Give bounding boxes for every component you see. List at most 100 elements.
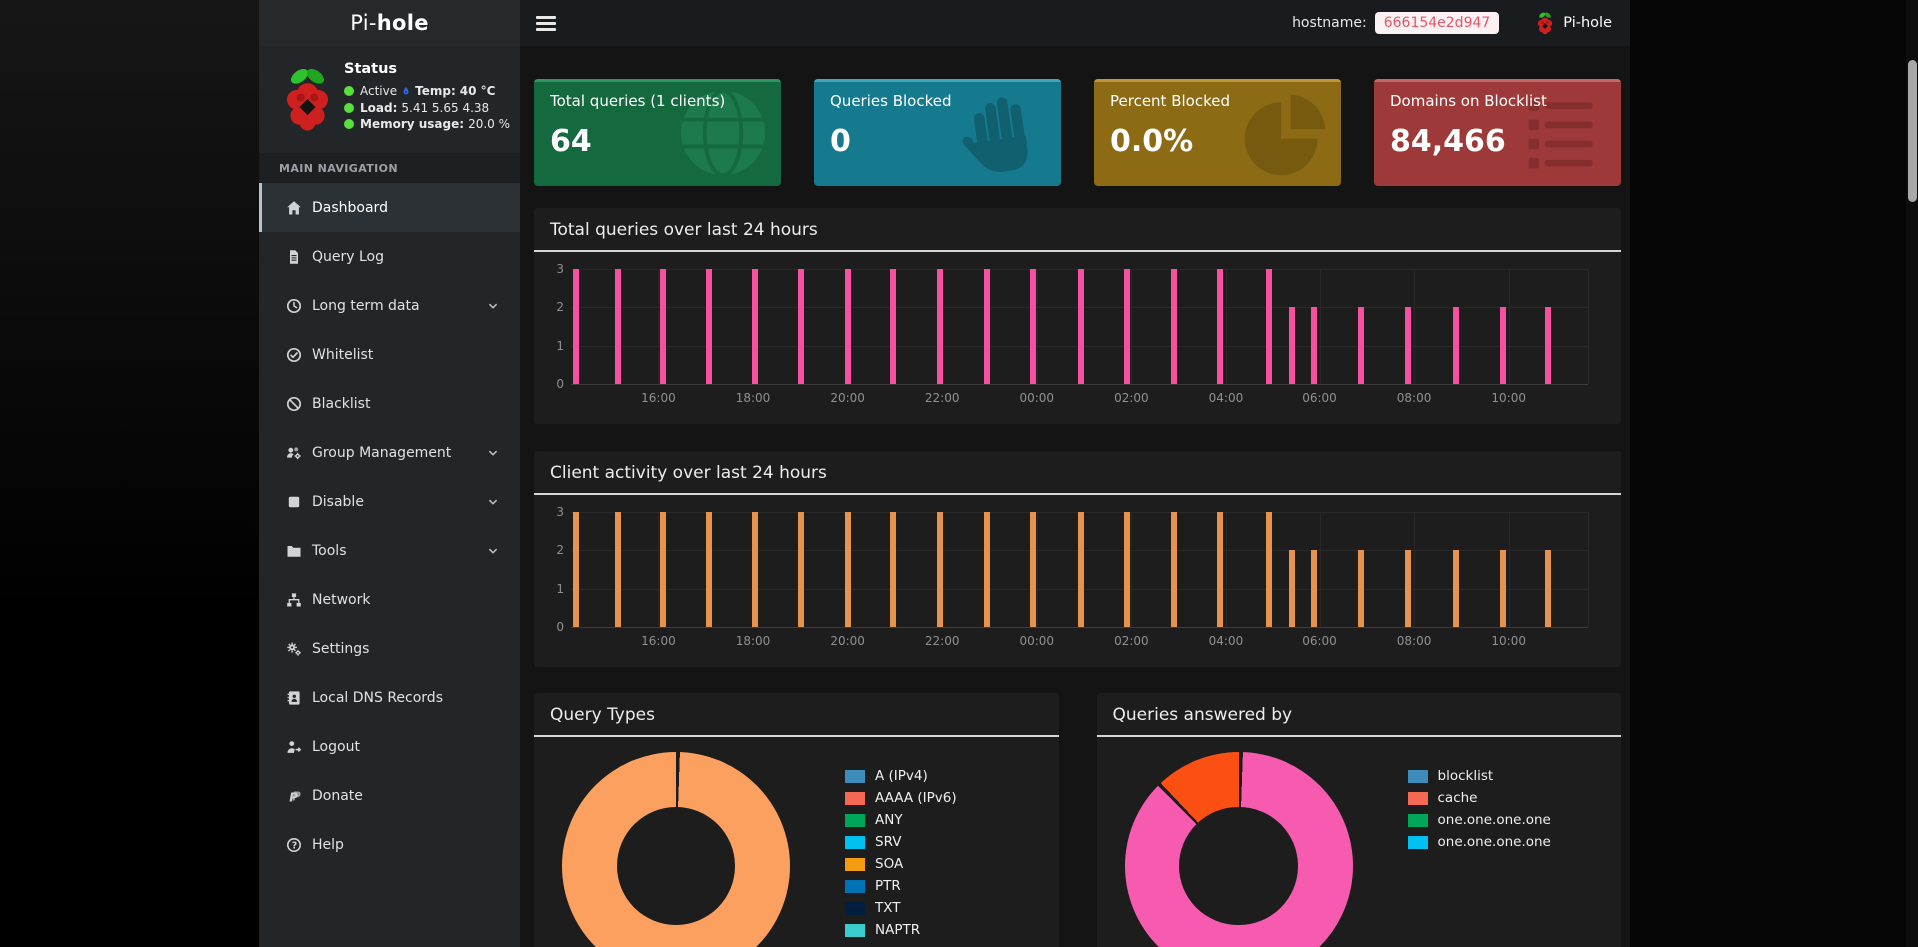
legend-item[interactable]: NAPTR (845, 919, 957, 941)
x-axis-tick-label: 00:00 (1019, 634, 1055, 648)
sidebar-item-blacklist[interactable]: Blacklist (259, 379, 520, 428)
status-active-line: Active Temp: 40 °C (344, 84, 510, 98)
sidebar-item-settings[interactable]: Settings (259, 624, 520, 673)
sidebar-item-network[interactable]: Network (259, 575, 520, 624)
x-axis-tick-label: 02:00 (1114, 391, 1149, 405)
legend-item[interactable]: SOA (845, 853, 957, 875)
sidebar-item-query-log[interactable]: Query Log (259, 232, 520, 281)
legend-item[interactable]: one.one.one.one (1407, 809, 1551, 831)
scrollbar-thumb[interactable] (1908, 60, 1917, 202)
bar (890, 269, 897, 384)
legend-swatch-icon (845, 813, 865, 827)
sidebar-item-label: Donate (312, 787, 363, 804)
query-types-donut[interactable] (562, 752, 790, 947)
bar (1545, 550, 1552, 627)
gridline (1131, 269, 1133, 384)
main-content: Total queries (1 clients) 64 Queries Blo… (520, 46, 1630, 947)
gridline (1508, 512, 1510, 627)
panel-title: Queries answered by (1096, 693, 1621, 737)
bar (659, 512, 666, 627)
gears-icon (286, 640, 302, 657)
domains-on-blocklist-card[interactable]: Domains on Blocklist 84,466 (1374, 79, 1621, 186)
file-icon (286, 249, 302, 265)
client-activity-chart-panel: Client activity over last 24 hours 0 1 2 3 1… (534, 451, 1621, 667)
legend-item[interactable]: one.one.one.one (1407, 831, 1551, 853)
panel-title: Client activity over last 24 hours (534, 451, 1621, 495)
sidebar-item-tools[interactable]: Tools (259, 526, 520, 575)
x-axis-tick-label: 08:00 (1396, 391, 1432, 405)
load-value: 5.41 5.65 4.38 (401, 100, 490, 115)
status-load-line: Load: 5.41 5.65 4.38 (344, 101, 510, 115)
sidebar-item-group-management[interactable]: Group Management (259, 428, 520, 477)
x-axis-tick-label: 04:00 (1208, 634, 1244, 648)
gridline (1588, 512, 1589, 627)
legend-item[interactable]: PTR (845, 875, 957, 897)
client-activity-chart[interactable]: 0 1 2 3 16:00 18:00 20:00 22:00 00:00 02:00 04:00 0… (534, 495, 1621, 667)
temperature-flame-icon (403, 86, 409, 94)
brand-hole: hole (376, 11, 429, 35)
card-value: 64 (550, 124, 592, 159)
sidebar-item-whitelist[interactable]: Whitelist (259, 330, 520, 379)
panel-title: Query Types (534, 693, 1059, 737)
chevron-down-icon (489, 450, 497, 456)
legend-swatch-icon (1407, 791, 1428, 805)
legend-item[interactable]: TXT (845, 897, 957, 919)
gridline (658, 269, 660, 384)
sidebar-item-disable[interactable]: Disable (259, 477, 520, 526)
gridline (1225, 269, 1227, 384)
bar (1265, 269, 1272, 384)
bar (1029, 269, 1036, 384)
legend-label: SRV (875, 834, 902, 850)
legend-item[interactable]: cache (1407, 787, 1551, 809)
sidebar-item-long-term-data[interactable]: Long term data (259, 281, 520, 330)
x-axis-tick-label: 04:00 (1208, 391, 1244, 405)
percent-blocked-card[interactable]: Percent Blocked 0.0% (1094, 79, 1341, 186)
legend-item[interactable]: blocklist (1407, 765, 1551, 787)
sidebar-item-label: Network (312, 591, 371, 608)
legend-item[interactable]: SRV (845, 831, 957, 853)
x-axis-tick-label: 00:00 (1019, 391, 1055, 405)
sidebar-item-logout[interactable]: Logout (259, 722, 520, 771)
legend-label: A (IPv4) (875, 768, 928, 784)
bar (1077, 269, 1084, 384)
total-queries-chart[interactable]: 0 1 2 3 16:00 18:00 20:00 22:00 00:00 02:00 04:00 0… (534, 252, 1621, 424)
page-scrollbar[interactable] (1906, 0, 1918, 947)
sidebar-item-donate[interactable]: Donate (259, 771, 520, 820)
brand-logo[interactable]: Pi-hole (259, 0, 520, 46)
sidebar-item-dashboard[interactable]: Dashboard (259, 183, 520, 232)
card-title: Total queries (1 clients) (550, 92, 726, 110)
legend-item[interactable]: ANY (845, 809, 957, 831)
folder-icon (286, 543, 302, 559)
x-axis-tick-label: 02:00 (1114, 634, 1149, 648)
y-axis-tick-label: 3 (556, 505, 564, 519)
bar (1311, 307, 1318, 384)
sidebar-item-label: Help (312, 836, 344, 853)
bar (752, 269, 759, 384)
legend-label: blocklist (1437, 768, 1494, 784)
bar (1265, 512, 1272, 627)
legend-swatch-icon (845, 769, 865, 783)
total-queries-card[interactable]: Total queries (1 clients) 64 (534, 79, 781, 186)
sidebar-item-help[interactable]: Help (259, 820, 520, 869)
bar (573, 269, 580, 384)
chevron-down-icon (489, 303, 497, 309)
y-axis-tick-label: 2 (556, 300, 564, 315)
sidebar-item-label: Blacklist (312, 395, 371, 412)
bar (844, 269, 851, 384)
legend-item[interactable]: A (IPv4) (845, 765, 957, 787)
queries-answered-by-donut[interactable] (1124, 752, 1353, 947)
status-title: Status (344, 61, 398, 77)
legend-swatch-icon (845, 901, 865, 915)
legend-item[interactable]: AAAA (IPv6) (845, 787, 957, 809)
y-axis-tick-label: 1 (556, 581, 564, 596)
bar (1404, 550, 1411, 627)
home-icon (286, 200, 302, 216)
pihole-app: Pi-hole hostname: 666154e2d947 Pi-hole S… (259, 0, 1630, 947)
summary-cards: Total queries (1 clients) 64 Queries Blo… (534, 79, 1621, 186)
queries-blocked-card[interactable]: Queries Blocked 0 (814, 79, 1061, 186)
bar (1171, 512, 1178, 627)
users-gear-icon (286, 445, 302, 461)
chevron-down-icon (489, 548, 497, 554)
sidebar-toggle-icon[interactable] (536, 15, 556, 31)
sidebar-item-local-dns-records[interactable]: Local DNS Records (259, 673, 520, 722)
